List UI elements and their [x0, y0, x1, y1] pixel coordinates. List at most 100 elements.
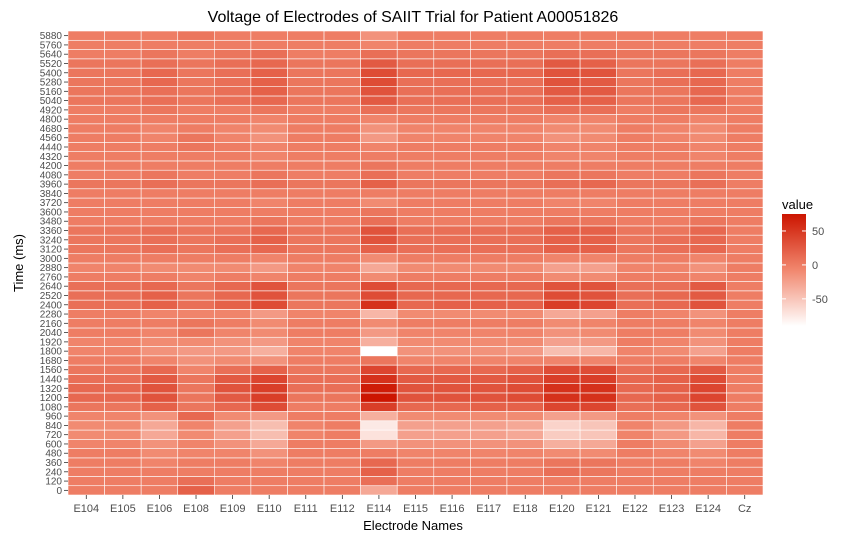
heatmap-cell [652, 77, 691, 87]
y-tick-label: 3000 [40, 254, 63, 265]
heatmap-cell [287, 290, 325, 301]
heatmap-cell [323, 169, 361, 180]
heatmap-cell [616, 216, 654, 227]
heatmap-cell [104, 169, 142, 180]
heatmap-cell [579, 318, 617, 329]
x-tick-label: E110 [257, 503, 282, 515]
y-tick-label: 5160 [40, 87, 63, 98]
heatmap-cell [616, 179, 654, 190]
heatmap-cell [726, 169, 764, 180]
heatmap-cell [104, 466, 142, 477]
heatmap-cell [543, 77, 581, 87]
heatmap-cell [177, 244, 215, 255]
heatmap-cell [579, 188, 617, 199]
heatmap-cell [506, 244, 544, 255]
heatmap-cell [652, 392, 691, 403]
y-tick-label: 3480 [40, 217, 63, 228]
heatmap-cell [140, 476, 179, 487]
heatmap-cell [506, 197, 544, 208]
heatmap-cell [433, 160, 471, 171]
heatmap-cell [360, 49, 398, 60]
heatmap-cell [616, 142, 654, 152]
heatmap-cell [214, 253, 252, 264]
heatmap-cell [104, 299, 142, 310]
heatmap-cell [287, 420, 325, 431]
heatmap-cell [470, 253, 508, 264]
heatmap-cell [616, 392, 654, 403]
heatmap-cell [214, 327, 252, 338]
heatmap-cell [689, 271, 727, 282]
heatmap-cell [579, 207, 617, 217]
heatmap-cell [67, 216, 105, 227]
heatmap-cell [360, 151, 398, 162]
heatmap-cell [287, 327, 325, 338]
x-tick-label: E123 [659, 503, 685, 515]
heatmap-cell [543, 318, 581, 329]
heatmap-cell [579, 49, 617, 60]
heatmap-cell [396, 86, 435, 97]
heatmap-cell [616, 439, 654, 449]
heatmap-cell [506, 271, 544, 282]
heatmap-cell [287, 244, 325, 255]
heatmap-cell [506, 216, 544, 227]
heatmap-cell [250, 114, 288, 125]
heatmap-cell [579, 485, 617, 496]
heatmap-cell [726, 299, 764, 310]
heatmap-cell [360, 114, 398, 125]
heatmap-cell [250, 123, 288, 134]
heatmap-cell [360, 142, 398, 152]
heatmap-cell [396, 58, 435, 69]
heatmap-cell [470, 476, 508, 487]
heatmap-cell [543, 114, 581, 125]
heatmap-cell [67, 253, 105, 264]
heatmap-cell [250, 420, 288, 431]
y-tick-label: 5760 [40, 40, 63, 51]
heatmap-cell [689, 225, 727, 236]
heatmap-cell [140, 104, 179, 115]
heatmap-cell [177, 216, 215, 227]
heatmap-cell [433, 151, 471, 162]
heatmap-cell [506, 355, 544, 366]
heatmap-cell [543, 290, 581, 301]
heatmap-cell [579, 364, 617, 375]
heatmap-cell [104, 77, 142, 87]
heatmap-cell [470, 160, 508, 171]
heatmap-cell [323, 104, 361, 115]
heatmap-cell [652, 448, 691, 459]
heatmap-cell [506, 114, 544, 125]
heatmap-cell [433, 262, 471, 273]
heatmap-cell [104, 439, 142, 449]
heatmap-cell [140, 160, 179, 171]
heatmap-cell [470, 49, 508, 60]
heatmap-cell [67, 95, 105, 106]
heatmap-cell [433, 49, 471, 60]
heatmap-cell [470, 225, 508, 236]
heatmap-cell [470, 197, 508, 208]
heatmap-cell [726, 429, 764, 440]
heatmap-cell [250, 179, 288, 190]
heatmap-cell [433, 309, 471, 319]
heatmap-cell [470, 95, 508, 106]
heatmap-cell [543, 225, 581, 236]
heatmap-cell [616, 383, 654, 394]
heatmap-cell [726, 39, 764, 50]
heatmap-cell [104, 49, 142, 60]
x-tick-label: E112 [330, 503, 355, 515]
heatmap-cell [543, 142, 581, 152]
heatmap-cell [506, 30, 544, 41]
heatmap-cell [140, 429, 179, 440]
heatmap-cell [579, 160, 617, 171]
heatmap-cell [652, 401, 691, 412]
heatmap-cell [104, 318, 142, 329]
heatmap-cell [140, 86, 179, 97]
heatmap-cell [104, 392, 142, 403]
y-tick-label: 1680 [40, 356, 63, 367]
heatmap-cell [689, 336, 727, 347]
heatmap-cell [140, 169, 179, 180]
heatmap-cell [104, 383, 142, 394]
heatmap-cell [323, 197, 361, 208]
heatmap-cell [506, 327, 544, 338]
heatmap-cell [177, 58, 215, 69]
heatmap-cell [652, 216, 691, 227]
heatmap-cell [287, 476, 325, 487]
